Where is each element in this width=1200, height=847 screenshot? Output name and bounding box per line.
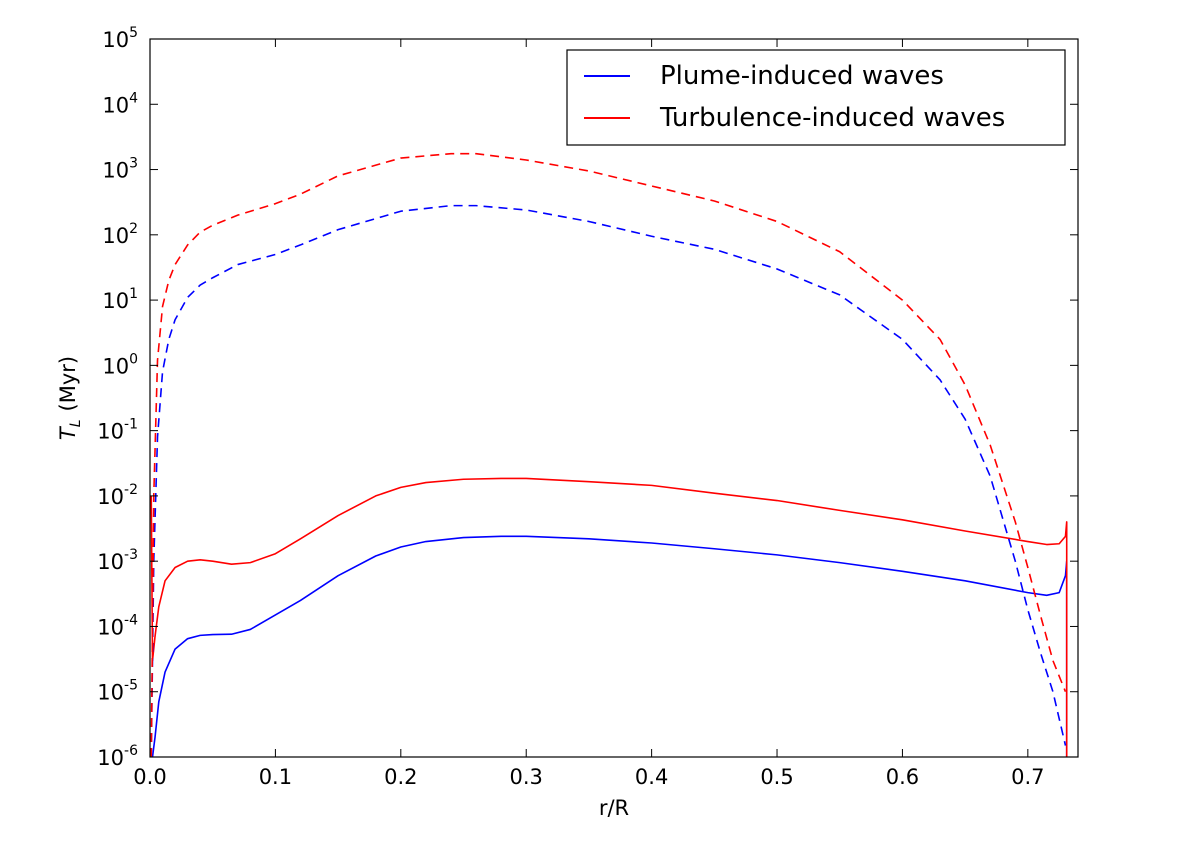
x-tick-label: 0.1 — [259, 765, 292, 789]
y-tick-label: 10-4 — [97, 612, 138, 639]
y-axis-label: TL (Myr) — [56, 356, 84, 440]
y-tick-label: 10-5 — [97, 678, 138, 705]
series-line-turbulence-solid — [150, 477, 1068, 757]
x-tick-label: 0.2 — [384, 765, 417, 789]
legend-label-turbulence: Turbulence-induced waves — [659, 103, 1005, 133]
y-tick-label: 101 — [102, 286, 138, 313]
legend-label-plume: Plume-induced waves — [660, 61, 944, 91]
x-tick-label: 0.0 — [133, 765, 166, 789]
y-tick-label: 10-2 — [97, 482, 138, 509]
x-tick-label: 0.4 — [635, 765, 668, 789]
y-tick-label: 100 — [102, 351, 138, 378]
y-tick-label: 10-6 — [97, 743, 138, 770]
y-tick-label: 103 — [102, 156, 138, 183]
x-tick-label: 0.6 — [886, 765, 919, 789]
y-tick-label: 105 — [102, 25, 138, 52]
legend: Plume-induced waves Turbulence-induced w… — [566, 49, 1066, 146]
y-axis-label-subscript: L — [68, 419, 84, 427]
plot-frame — [149, 38, 1079, 758]
x-tick-label: 0.3 — [510, 765, 543, 789]
y-axis-label-unit: (Myr) — [56, 356, 80, 412]
plot-area — [150, 39, 1078, 757]
legend-box — [566, 49, 1066, 146]
y-tick-label: 104 — [102, 90, 138, 117]
x-tick-label: 0.7 — [1011, 765, 1044, 789]
y-axis-label-symbol: T — [56, 425, 80, 440]
x-axis-label: r/R — [599, 796, 629, 820]
series-layer — [150, 152, 1068, 758]
tick-layer: 0.0 0.1 0.2 0.3 0.4 0.5 0.6 0.7 10-6 10-5 10-4 10-3… — [97, 25, 1078, 789]
series-line-plume-solid — [151, 535, 1068, 758]
y-tick-label: 102 — [102, 221, 138, 248]
y-tick-label: 10-3 — [97, 547, 138, 574]
x-tick-label: 0.5 — [760, 765, 793, 789]
series-line-plume-dashed — [150, 204, 1067, 758]
y-tick-label: 10-1 — [97, 417, 138, 444]
series-line-turbulence-dashed — [150, 152, 1067, 758]
